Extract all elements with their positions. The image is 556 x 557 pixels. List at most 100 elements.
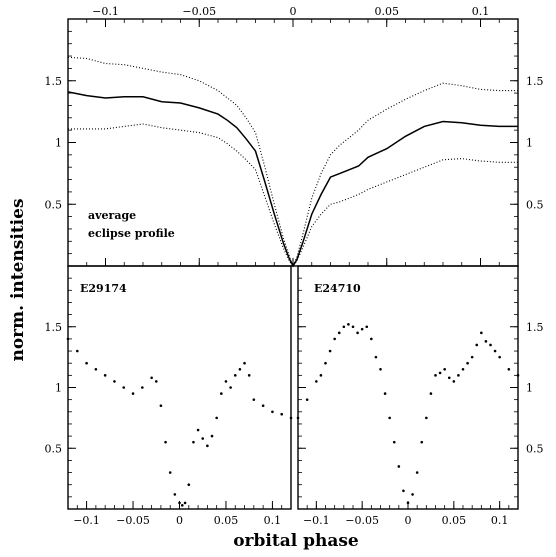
bottom-left-panel-data-point — [66, 337, 70, 341]
bottom-right-panel-data-point — [365, 325, 369, 329]
bottom-right-panel-data-point — [438, 371, 442, 375]
bottom-left-panel-data-point — [215, 416, 218, 420]
bottom-right-panel-data-point — [370, 337, 373, 341]
top-panel-x-tick-label: 0.1 — [472, 5, 490, 18]
bottom-right-panel-data-point — [466, 361, 469, 365]
bottom-right-panel-frame — [297, 265, 519, 510]
bottom-left-panel-data-point — [192, 440, 195, 444]
bottom-right-panel-x-tick-label: 0 — [405, 514, 412, 527]
bottom-right-panel-data-point — [498, 355, 501, 359]
bottom-right-panel-data-point — [324, 361, 327, 365]
bottom-left-panel-data-point — [206, 444, 209, 448]
top-panel-series-2-envelope-line — [68, 123, 518, 267]
bottom-left-panel-data-point — [85, 361, 88, 365]
bottom-right-panel-x-tick-label: −0.05 — [345, 514, 379, 527]
bottom-right-panel-data-point — [337, 331, 341, 335]
top-panel-y-tick-label-right: 1.5 — [526, 75, 544, 88]
bottom-right-panel-data-point — [420, 440, 424, 444]
top-panel-x-tick-label: −0.1 — [92, 5, 119, 18]
bottom-left-panel-data-point — [168, 471, 172, 474]
bottom-right-panel-data-point — [342, 325, 346, 329]
y-axis-title: norm. intensities — [8, 198, 28, 361]
bottom-right-panel-annotation: E24710 — [314, 282, 361, 295]
bottom-right-panel-data-point — [406, 501, 410, 505]
bottom-left-panel-data-point — [94, 367, 98, 371]
bottom-right-panel-data-point — [356, 331, 359, 335]
bottom-left-panel-data-point — [187, 483, 191, 487]
bottom-left-panel-data-point — [154, 380, 158, 383]
bottom-right-panel-data-point — [443, 367, 446, 371]
bottom-right-panel-data-point — [429, 392, 433, 395]
bottom-left-panel-data-point — [261, 404, 265, 408]
bottom-left-panel-data-point — [173, 493, 177, 496]
bottom-right-panel-data-point — [480, 331, 483, 335]
bottom-right-panel-data-point — [319, 374, 323, 377]
top-panel-y-tick-label-right: 0.5 — [526, 198, 544, 211]
bottom-left-panel-data-point — [289, 416, 293, 420]
top-panel-annotation: average — [88, 209, 136, 222]
bottom-right-panel-x-tick-label: 0.1 — [491, 514, 509, 527]
bottom-right-panel-data-point — [507, 367, 511, 371]
bottom-right-panel-data-point — [333, 337, 336, 341]
bottom-left-panel-data-point — [247, 374, 251, 377]
bottom-right-panel-data-point — [402, 489, 405, 493]
bottom-right-panel-data-point — [305, 398, 309, 401]
bottom-right-panel-data-point — [351, 325, 355, 329]
bottom-left-panel-data-point — [178, 501, 181, 505]
bottom-left-panel-data-point — [233, 374, 237, 377]
bottom-right-panel-data-point — [470, 355, 474, 359]
bottom-left-panel-x-tick-label: 0.1 — [264, 514, 282, 527]
bottom-left-panel-data-point — [280, 412, 284, 416]
top-panel-x-tick-label: 0 — [290, 5, 297, 18]
bottom-right-panel-data-point — [411, 493, 414, 496]
bottom-left-panel-data-point — [220, 392, 223, 395]
bottom-right-panel-y-tick-label-right: 1.5 — [526, 321, 544, 334]
bottom-left-panel-data-point — [201, 437, 205, 440]
labels-layer: −0.1 −0.05 0 0.05 0.1 0.5 0.5 1 1 1.5 1.5 average ec… — [45, 5, 544, 527]
bottom-right-panel-data-point — [296, 416, 300, 420]
bottom-left-panel-data-point — [183, 501, 187, 505]
bottom-right-panel-data-point — [374, 355, 378, 359]
bottom-left-panel-data-point — [103, 374, 107, 377]
bottom-left-panel-annotation: E29174 — [80, 282, 127, 295]
bottom-right-panel-data-point — [392, 440, 396, 444]
bottom-left-panel-data-point — [141, 386, 144, 389]
bottom-left-panel-y-tick-label: 1 — [55, 382, 62, 395]
bottom-left-panel-data-point — [150, 376, 153, 380]
bottom-right-panel-data-point — [434, 374, 437, 377]
bottom-right-panel-data-point — [489, 343, 492, 347]
bottom-left-panel-data-point — [122, 386, 126, 389]
bottom-right-panel-data-point — [425, 416, 428, 420]
bottom-right-panel-data-point — [475, 343, 479, 347]
bottom-right-panel-data-point — [347, 323, 350, 326]
bottom-left-panel-data-point — [164, 440, 167, 444]
bottom-right-panel-data-point — [415, 471, 419, 474]
bottom-right-panel-data-point — [379, 367, 382, 371]
bottom-right-panel-data-point — [461, 367, 465, 371]
bottom-left-panel-frame — [67, 265, 292, 510]
bottom-left-panel-y-tick-label: 0.5 — [45, 442, 63, 455]
axes-layer — [67, 18, 519, 510]
bottom-left-panel-data-point — [243, 361, 246, 365]
top-panel-y-tick-label-right: 1 — [526, 137, 533, 150]
bottom-left-panel-x-tick-label: −0.05 — [116, 514, 150, 527]
bottom-right-panel-data-point — [516, 374, 520, 377]
bottom-right-panel-data-point — [484, 340, 488, 343]
bottom-right-panel-data-point — [397, 465, 401, 468]
bottom-left-panel-data-point — [252, 398, 256, 401]
top-panel-x-tick-label: −0.05 — [182, 5, 216, 18]
marks-layer — [66, 56, 520, 507]
bottom-left-panel-data-point — [224, 380, 228, 383]
bottom-left-panel-data-point — [180, 504, 184, 507]
bottom-left-panel-data-point — [271, 410, 274, 414]
bottom-right-panel-data-point — [457, 374, 460, 377]
top-panel-x-tick-label: 0.05 — [375, 5, 400, 18]
bottom-left-panel-data-point — [238, 367, 242, 371]
bottom-left-panel-data-point — [196, 428, 200, 432]
bottom-right-panel-data-point — [447, 376, 451, 380]
bottom-left-panel-y-tick-label: 1.5 — [45, 321, 63, 334]
top-panel-y-tick-label: 1.5 — [45, 75, 63, 88]
top-panel-series-0-mean-line — [67, 91, 518, 268]
bottom-left-panel-x-tick-label: 0 — [176, 514, 183, 527]
